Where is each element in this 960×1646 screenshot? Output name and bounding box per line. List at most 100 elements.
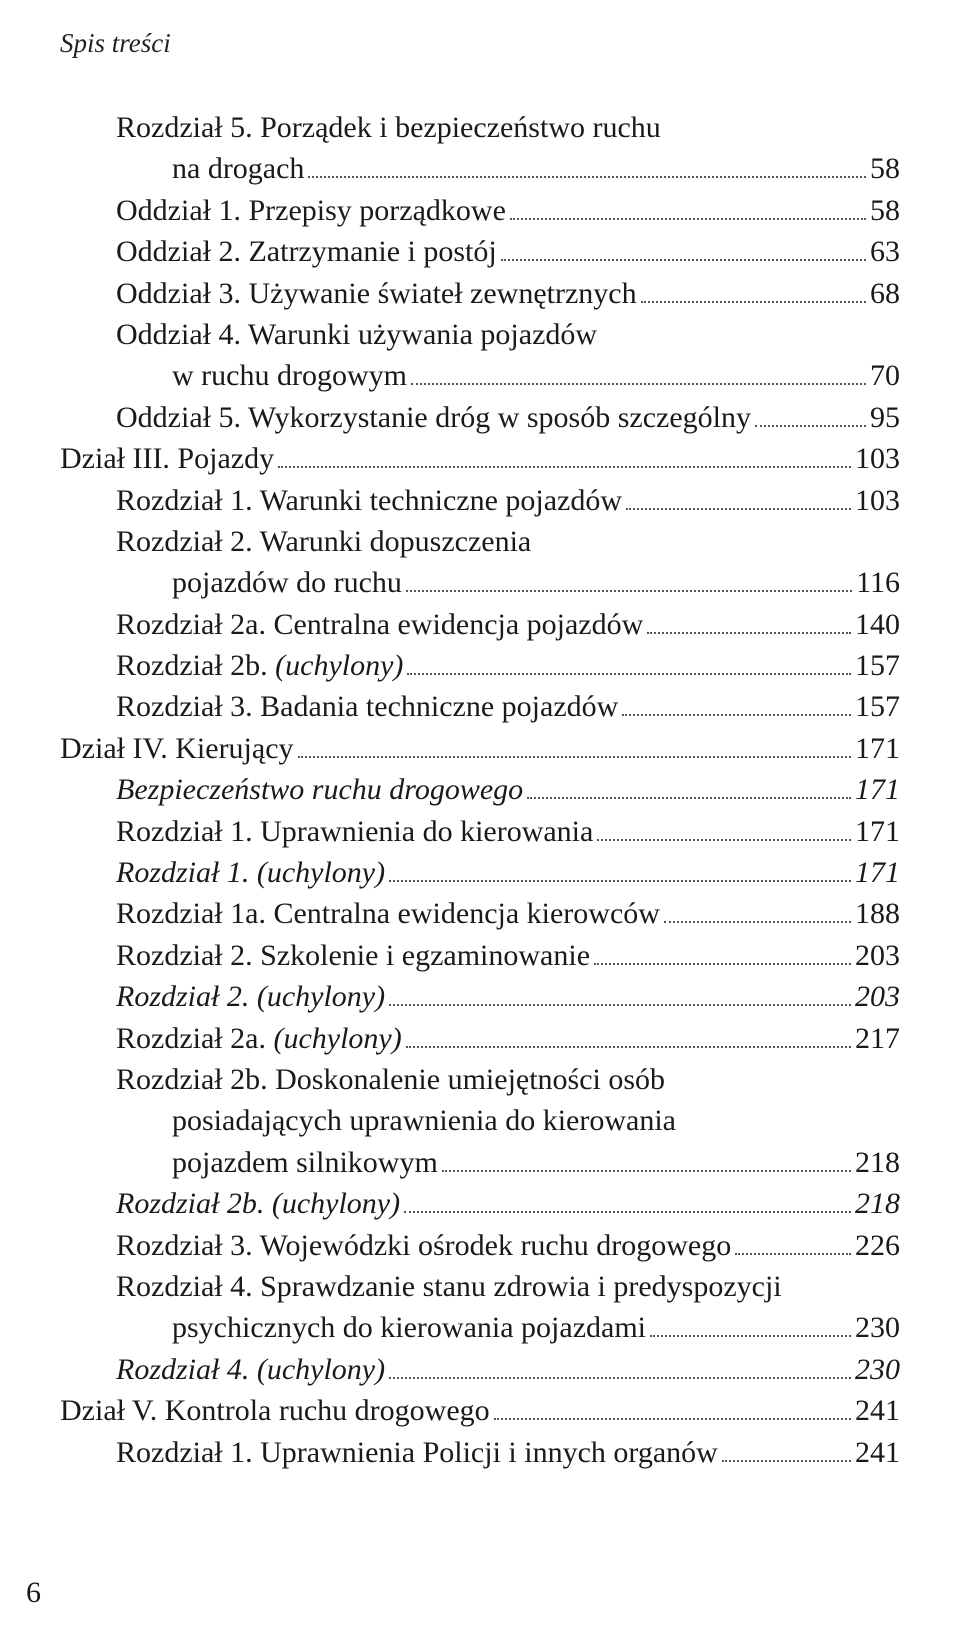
toc-entry: Rozdział 1. Uprawnienia do kierowania171 xyxy=(60,811,900,852)
toc-entry-page: 70 xyxy=(870,355,900,396)
toc-entry: Dział III. Pojazdy 103 xyxy=(60,438,900,479)
toc-entry-page: 230 xyxy=(855,1307,900,1348)
toc-entry: Rozdział 2. Warunki dopuszczenia xyxy=(60,521,900,562)
toc-leader-dots xyxy=(641,277,866,303)
toc-entry: Rozdział 2. (uchylony) 203 xyxy=(60,976,900,1017)
toc-entry-page: 217 xyxy=(855,1018,900,1059)
toc-entry: Rozdział 3. Badania techniczne pojazdów 1… xyxy=(60,686,900,727)
toc-entry-page: 103 xyxy=(855,480,900,521)
toc-leader-dots xyxy=(527,773,851,799)
toc-entry-page: 226 xyxy=(855,1225,900,1266)
toc-entry: Rozdział 2b. Doskonalenie umiejętności o… xyxy=(60,1059,900,1100)
page-number: 6 xyxy=(26,1576,41,1610)
running-header: Spis treści xyxy=(60,28,900,59)
toc-entry: na drogach 58 xyxy=(60,148,900,189)
toc-entry: Rozdział 1. Warunki techniczne pojazdów 1… xyxy=(60,480,900,521)
toc-entry-label: w ruchu drogowym xyxy=(172,355,407,396)
toc-entry-label: Rozdział 2b. (uchylony) xyxy=(116,1183,400,1224)
toc-entry-page: 171 xyxy=(855,811,900,852)
toc-leader-dots xyxy=(755,401,866,427)
toc-entry-label: na drogach xyxy=(172,148,304,189)
toc-entry-label: Rozdział 2a. Centralna ewidencja pojazdó… xyxy=(116,604,643,645)
toc-leader-dots xyxy=(298,732,851,758)
toc-entry-label: pojazdem silnikowym xyxy=(172,1142,438,1183)
toc-leader-dots xyxy=(389,1353,851,1379)
toc-entry-label: Oddział 3. Używanie świateł zewnętrznych xyxy=(116,273,637,314)
toc-leader-dots xyxy=(594,939,851,965)
toc-entry-page: 203 xyxy=(855,976,900,1017)
toc-entry: Rozdział 1a. Centralna ewidencja kierowc… xyxy=(60,893,900,934)
toc-leader-dots xyxy=(722,1436,851,1462)
toc-entry-page: 218 xyxy=(855,1183,900,1224)
toc-leader-dots xyxy=(650,1311,851,1337)
toc-entry: Rozdział 2b. (uchylony) 218 xyxy=(60,1183,900,1224)
toc-entry-label: Rozdział 1. Uprawnienia Policji i innych… xyxy=(116,1432,718,1473)
toc-leader-dots xyxy=(597,815,851,841)
toc-entry: Dział IV. Kierujący171 xyxy=(60,728,900,769)
toc-entry: Oddział 4. Warunki używania pojazdów xyxy=(60,314,900,355)
toc-entry-page: 241 xyxy=(855,1390,900,1431)
toc-entry-page: 171 xyxy=(855,728,900,769)
toc-entry: Oddział 5. Wykorzystanie dróg w sposób s… xyxy=(60,397,900,438)
toc-leader-dots xyxy=(735,1229,851,1255)
toc-entry-label: Rozdział 2. (uchylony) xyxy=(116,976,385,1017)
toc-leader-dots xyxy=(626,484,851,510)
toc-leader-dots xyxy=(647,608,851,634)
toc-leader-dots xyxy=(406,1022,851,1048)
toc-leader-dots xyxy=(278,442,851,468)
toc-entry: pojazdów do ruchu 116 xyxy=(60,562,900,603)
toc-leader-dots xyxy=(411,359,866,385)
toc-entry: posiadających uprawnienia do kierowania xyxy=(60,1100,900,1141)
toc-entry: Rozdział 1. (uchylony)171 xyxy=(60,852,900,893)
toc-entry-label: psychicznych do kierowania pojazdami xyxy=(172,1307,646,1348)
toc-entry-page: 157 xyxy=(855,645,900,686)
toc-entry-label: Rozdział 2. Warunki dopuszczenia xyxy=(116,521,531,562)
toc-entry: Rozdział 4. Sprawdzanie stanu zdrowia i … xyxy=(60,1266,900,1307)
toc-entry-page: 63 xyxy=(870,231,900,272)
toc-entry-label: Rozdział 2a. (uchylony) xyxy=(116,1018,402,1059)
toc-entry-label: Rozdział 1a. Centralna ewidencja kierowc… xyxy=(116,893,660,934)
toc-entry-label: Rozdział 4. (uchylony) xyxy=(116,1349,385,1390)
toc-leader-dots xyxy=(664,897,851,923)
toc-entry-page: 68 xyxy=(870,273,900,314)
toc-entry-page: 116 xyxy=(856,562,900,603)
toc-entry-page: 157 xyxy=(855,686,900,727)
toc-leader-dots xyxy=(389,856,851,882)
toc-leader-dots xyxy=(404,1187,851,1213)
toc-entry-label: Oddział 4. Warunki używania pojazdów xyxy=(116,314,597,355)
toc-leader-dots xyxy=(622,690,851,716)
toc-entry-label: pojazdów do ruchu xyxy=(172,562,402,603)
toc-entry-page: 203 xyxy=(855,935,900,976)
toc-entry: Rozdział 2b. (uchylony)157 xyxy=(60,645,900,686)
toc-entry-page: 103 xyxy=(855,438,900,479)
toc-entry: Rozdział 5. Porządek i bezpieczeństwo ru… xyxy=(60,107,900,148)
toc-entry: Rozdział 2a. Centralna ewidencja pojazdó… xyxy=(60,604,900,645)
toc-entry: Rozdział 1. Uprawnienia Policji i innych… xyxy=(60,1432,900,1473)
toc-entry-label: Oddział 5. Wykorzystanie dróg w sposób s… xyxy=(116,397,751,438)
toc-entry-page: 58 xyxy=(870,148,900,189)
toc-entry-label: Rozdział 2. Szkolenie i egzaminowanie xyxy=(116,935,590,976)
toc-leader-dots xyxy=(442,1146,851,1172)
toc-entry-page: 58 xyxy=(870,190,900,231)
toc-leader-dots xyxy=(308,152,866,178)
toc-entry-label: Rozdział 3. Badania techniczne pojazdów xyxy=(116,686,618,727)
toc-entry-page: 171 xyxy=(855,769,900,810)
toc-entry-page: 140 xyxy=(855,604,900,645)
toc-entry-label: Bezpieczeństwo ruchu drogowego xyxy=(116,769,523,810)
toc-leader-dots xyxy=(406,566,852,592)
toc-entry-label: Dział III. Pojazdy xyxy=(60,438,274,479)
toc-entry-page: 171 xyxy=(855,852,900,893)
toc-entry-label: Rozdział 1. Warunki techniczne pojazdów xyxy=(116,480,622,521)
toc-entry-page: 230 xyxy=(855,1349,900,1390)
toc-entry-label: Rozdział 3. Wojewódzki ośrodek ruchu dro… xyxy=(116,1225,731,1266)
toc-entry-page: 241 xyxy=(855,1432,900,1473)
toc-entry: Oddział 2. Zatrzymanie i postój63 xyxy=(60,231,900,272)
toc-entry: Rozdział 4. (uchylony) 230 xyxy=(60,1349,900,1390)
toc-entry-label: Rozdział 4. Sprawdzanie stanu zdrowia i … xyxy=(116,1266,782,1307)
toc-entry: Rozdział 2a. (uchylony) 217 xyxy=(60,1018,900,1059)
toc-entry: pojazdem silnikowym218 xyxy=(60,1142,900,1183)
toc-entry-label: posiadających uprawnienia do kierowania xyxy=(172,1100,676,1141)
toc-entry: Bezpieczeństwo ruchu drogowego 171 xyxy=(60,769,900,810)
toc-entry-page: 95 xyxy=(870,397,900,438)
toc-entry: Oddział 3. Używanie świateł zewnętrznych… xyxy=(60,273,900,314)
